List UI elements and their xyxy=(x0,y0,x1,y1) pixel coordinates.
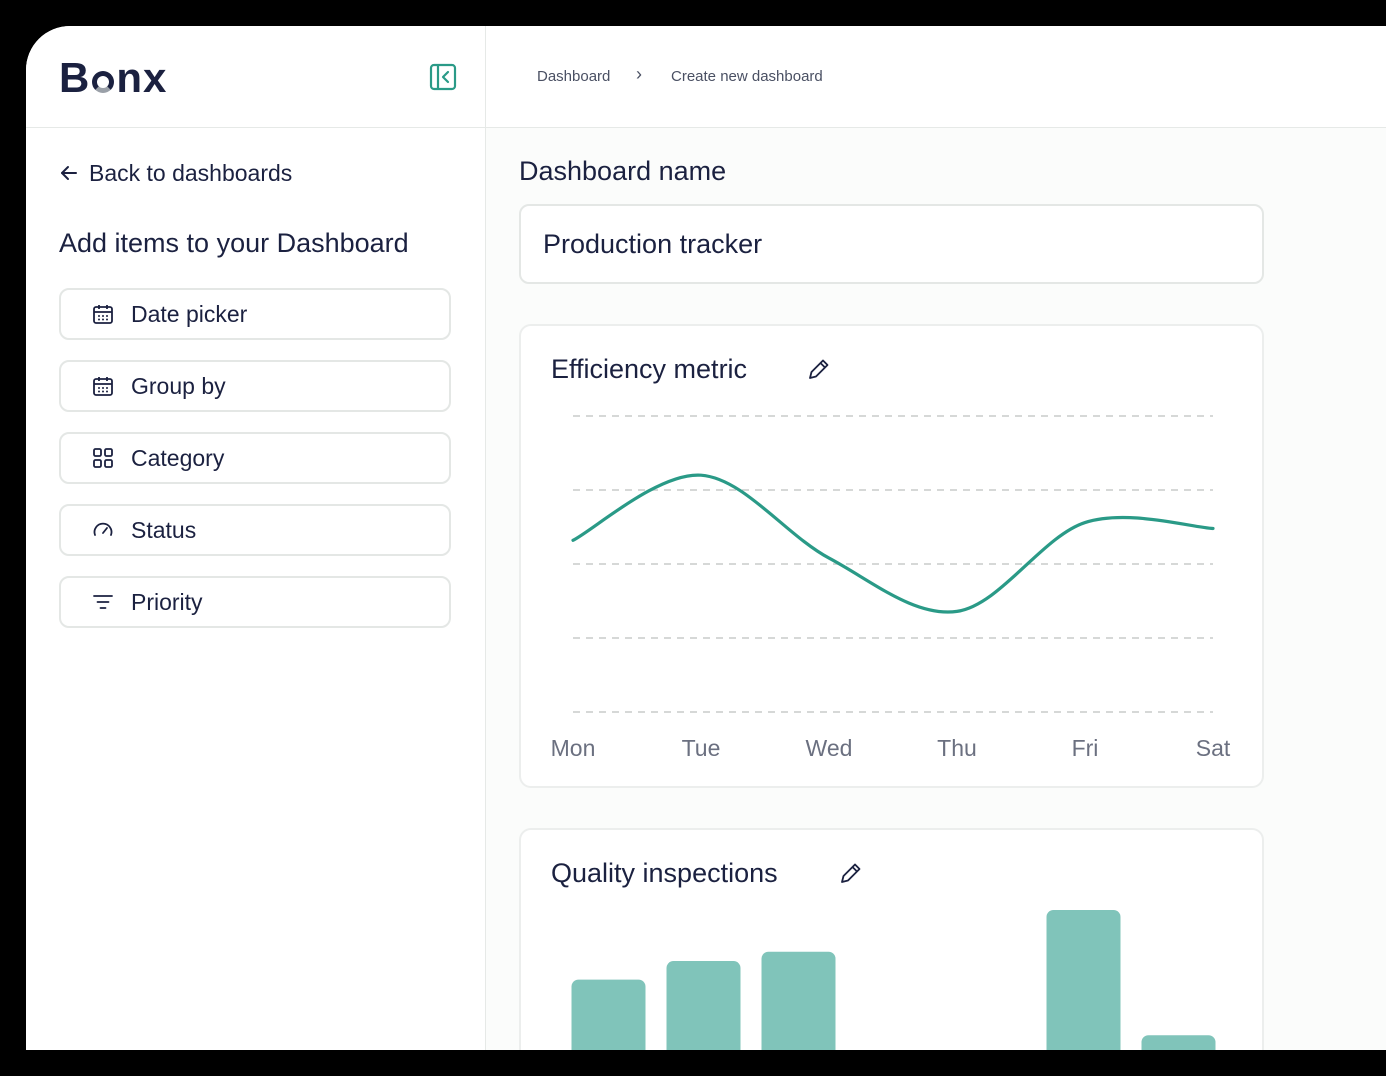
dashboard-name-label: Dashboard name xyxy=(519,156,727,186)
efficiency-metric-title: Efficiency metric xyxy=(551,354,748,384)
x-tick-label: Mon xyxy=(551,735,596,761)
quality-inspections-title: Quality inspections xyxy=(551,858,778,888)
quality-bar-chart xyxy=(571,910,1216,1050)
x-tick-label: Tue xyxy=(682,735,721,761)
sidebar-item-group-by[interactable]: Group by xyxy=(59,360,451,412)
sidebar-item-label: Priority xyxy=(131,588,203,615)
main-content: Dashboard › Create new dashboard Dashboa… xyxy=(486,26,1386,1050)
x-tick-label: Sat xyxy=(1196,735,1231,761)
x-tick-label: Thu xyxy=(937,735,977,761)
sidebar-item-label: Date picker xyxy=(131,300,248,327)
gauge-icon xyxy=(91,518,115,542)
edit-efficiency-button[interactable] xyxy=(806,356,832,382)
quality-inspections-card: Quality inspections xyxy=(519,828,1264,1050)
calendar-icon xyxy=(91,302,115,326)
bar xyxy=(1046,910,1121,1050)
logo-mark-icon xyxy=(92,71,115,93)
breadcrumb-current: Create new dashboard xyxy=(671,68,823,85)
x-tick-label: Wed xyxy=(806,735,853,761)
calendar-icon xyxy=(91,374,115,398)
bar xyxy=(1141,1035,1216,1050)
filter-icon xyxy=(91,590,115,614)
dashboard-name-input[interactable] xyxy=(519,204,1264,284)
efficiency-metric-card: Efficiency metric Mon Tue Wed Thu Fri Sat xyxy=(519,324,1264,788)
grid-icon xyxy=(91,446,115,470)
sidebar-item-priority[interactable]: Priority xyxy=(59,576,451,628)
collapse-sidebar-button[interactable] xyxy=(429,63,457,91)
bar xyxy=(761,951,836,1050)
x-tick-label: Fri xyxy=(1072,735,1099,761)
sidebar-title: Add items to your Dashboard xyxy=(59,228,409,258)
sidebar-item-label: Category xyxy=(131,444,225,471)
efficiency-line-chart: Mon Tue Wed Thu Fri Sat xyxy=(551,415,1231,761)
pencil-icon xyxy=(841,863,861,883)
sidebar-item-category[interactable]: Category xyxy=(59,432,451,484)
bar xyxy=(666,961,741,1050)
sidebar-item-label: Group by xyxy=(131,372,226,399)
sidebar-item-date-picker[interactable]: Date picker xyxy=(59,288,451,340)
back-to-dashboards-link[interactable]: Back to dashboards xyxy=(59,158,292,188)
top-bar: Dashboard › Create new dashboard xyxy=(486,26,1386,128)
bar xyxy=(571,979,646,1050)
edit-quality-button[interactable] xyxy=(838,860,864,886)
arrow-left-icon xyxy=(61,166,77,180)
sidebar-collapse-icon xyxy=(429,63,457,91)
back-link-label: Back to dashboards xyxy=(89,159,293,186)
efficiency-series-line xyxy=(571,473,1215,614)
pencil-icon xyxy=(809,359,829,379)
breadcrumb-dashboard[interactable]: Dashboard xyxy=(537,68,611,85)
breadcrumb-separator-icon: › xyxy=(636,64,642,84)
sidebar-item-label: Status xyxy=(131,516,197,543)
sidebar-item-status[interactable]: Status xyxy=(59,504,451,556)
